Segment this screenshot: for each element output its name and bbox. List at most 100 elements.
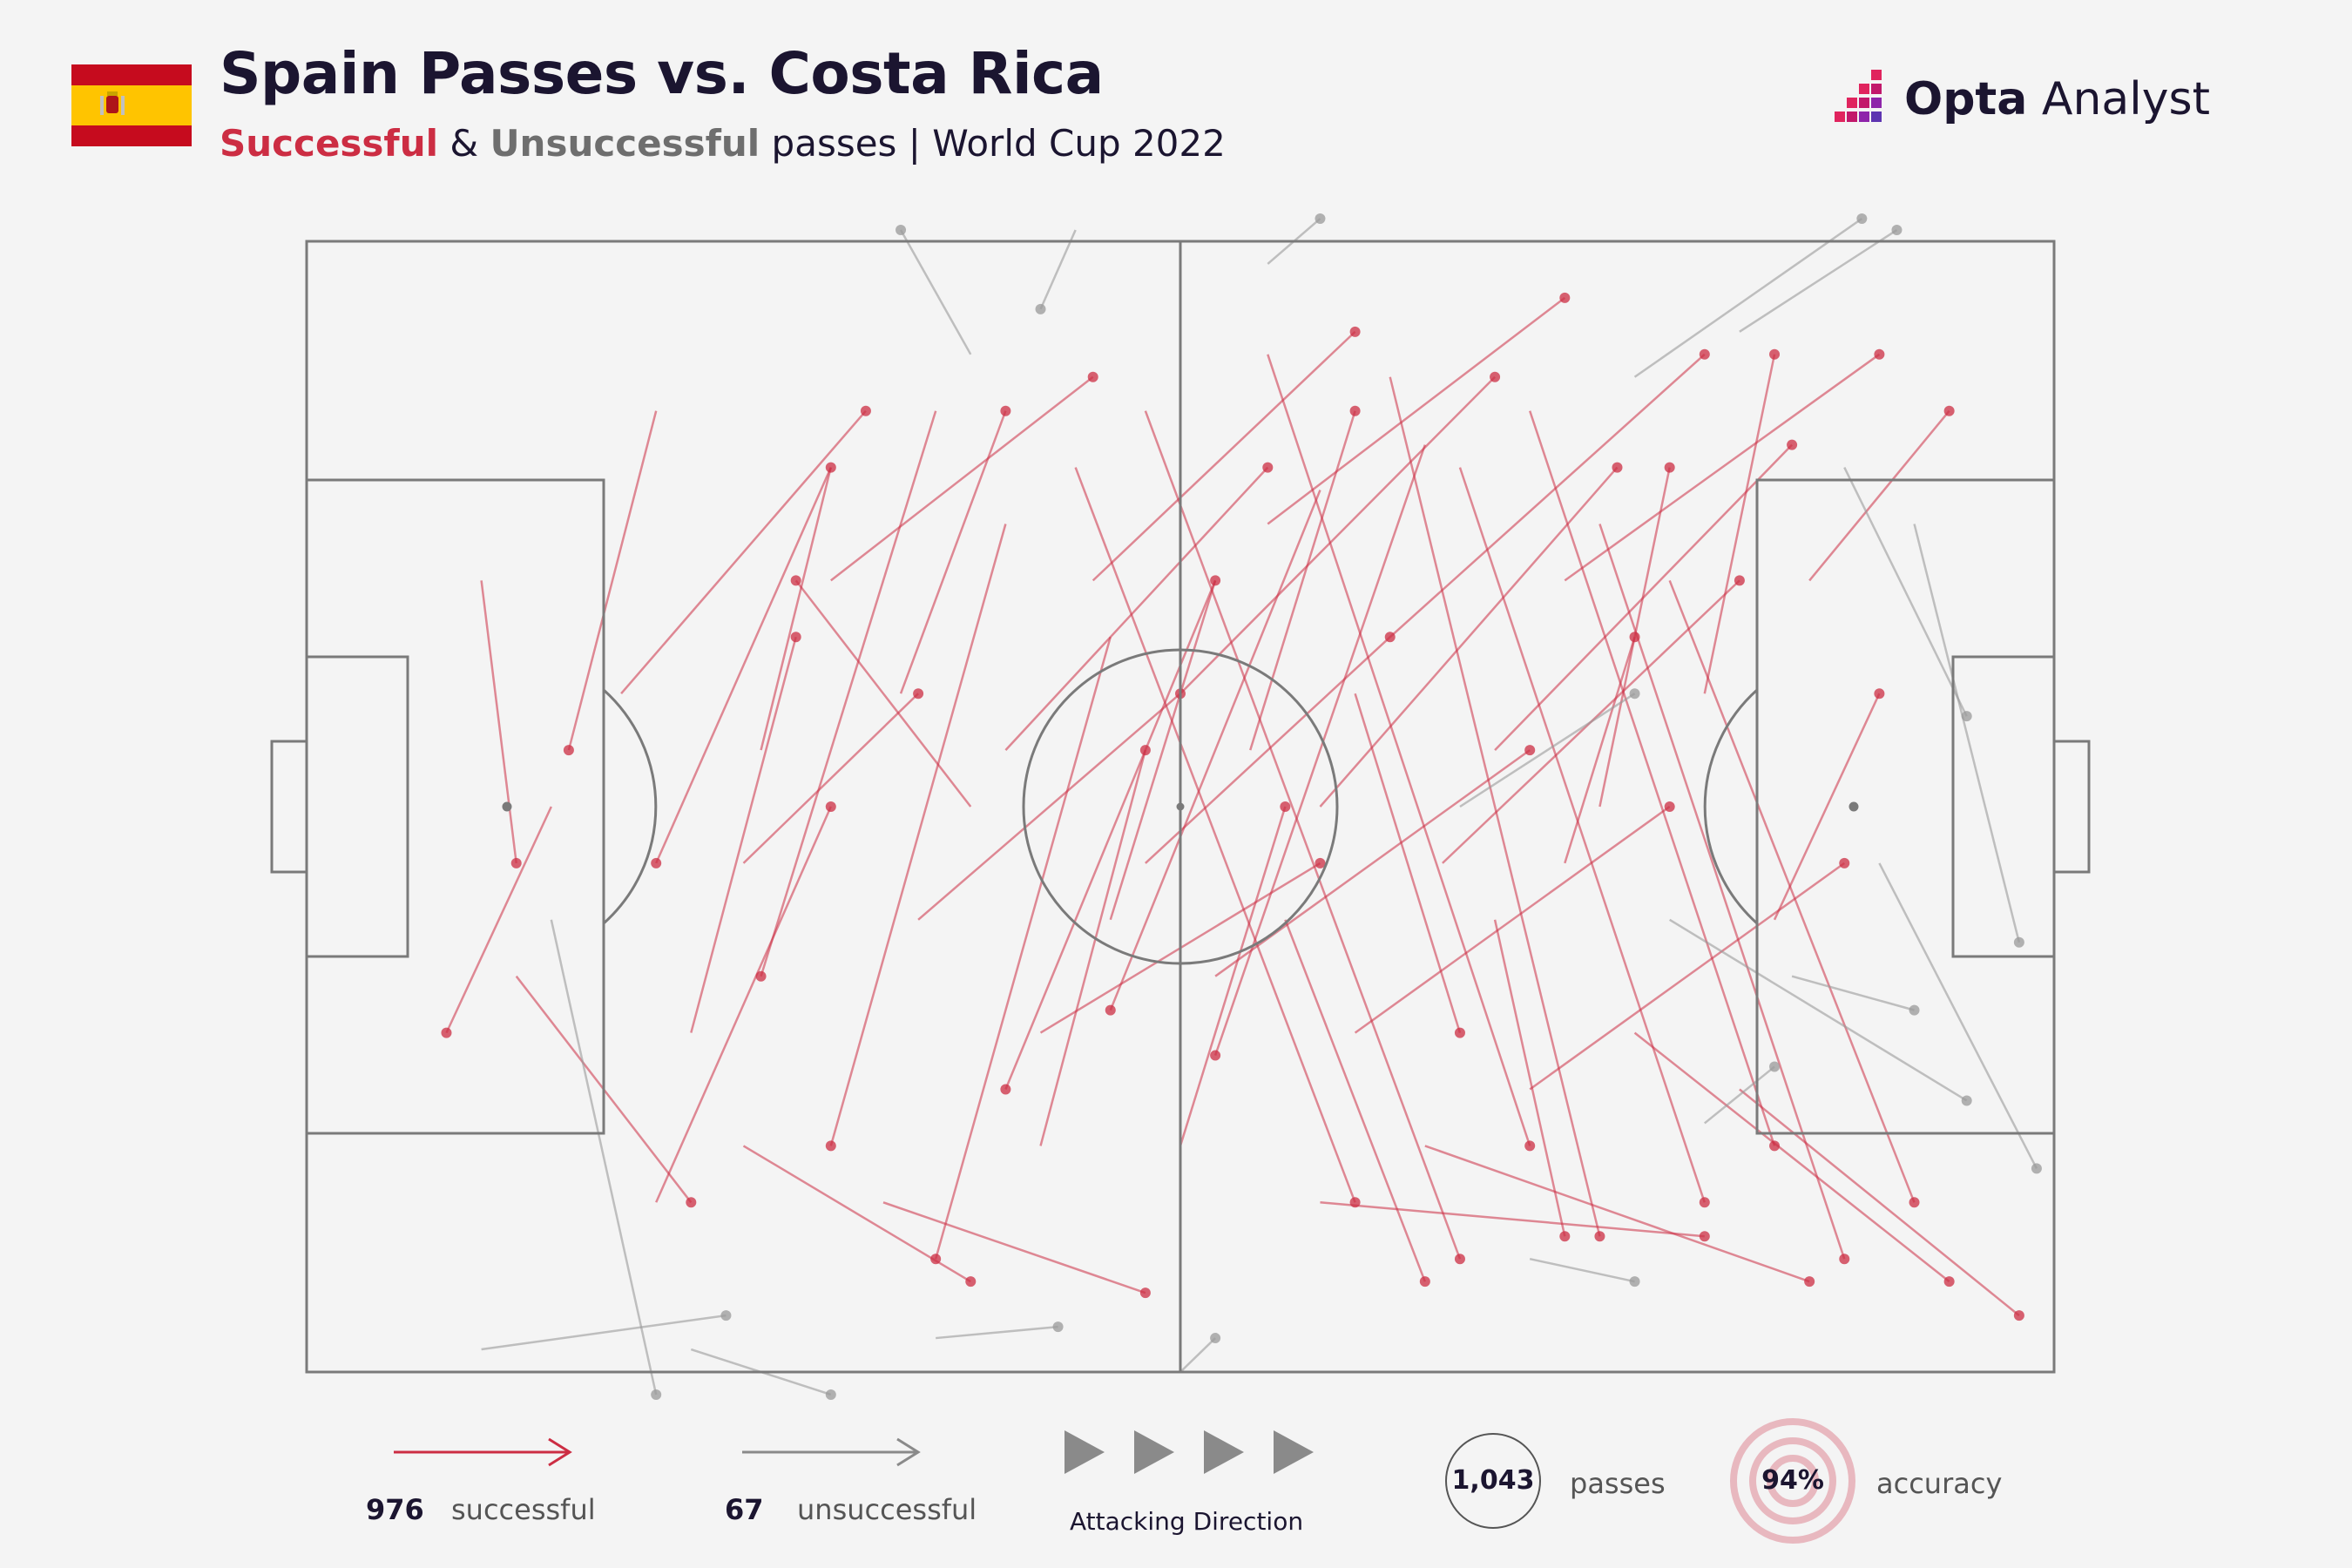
successful-pass-end-point [563, 745, 574, 756]
flag-bottom-stripe [71, 125, 192, 146]
successful-pass-0 [655, 801, 836, 1203]
unsuccessful-pass-end-point [651, 1389, 662, 1400]
successful-pass-27 [1668, 579, 1920, 1208]
successful-pass-53 [1109, 575, 1221, 921]
successful-pass-19 [1564, 348, 1885, 582]
successful-pass-15 [1389, 348, 1710, 639]
successful-pass-line [1074, 467, 1356, 1203]
page-subtitle: Successful & Unsuccessful passes | World… [220, 122, 1226, 165]
unsuccessful-pass-line [1913, 524, 2021, 943]
successful-pass-line [690, 636, 797, 1033]
successful-pass-end-point [1943, 1276, 1955, 1288]
unsuccessful-pass-line [1529, 1257, 1635, 1283]
successful-pass-end-point [1909, 1197, 1920, 1208]
successful-pass-line [1109, 490, 1321, 1011]
opta-logo-icon [1835, 70, 1882, 122]
successful-pass-end-point [1524, 745, 1536, 756]
successful-pass-line [655, 806, 832, 1203]
successful-pass-end-point [1629, 632, 1640, 643]
unsuccessful-pass-7 [1878, 862, 2042, 1174]
successful-pass-end-point [1699, 1197, 1710, 1208]
successful-pass-52 [1320, 1201, 1710, 1242]
unsuccessful-pass-end-point [1210, 1333, 1221, 1344]
unsuccessful-pass-3 [1633, 213, 1868, 378]
right-penalty-area [1755, 478, 2056, 1135]
successful-pass-line [917, 693, 1181, 921]
successful-pass-line [1668, 579, 1916, 1203]
successful-pass-line [829, 524, 1007, 1146]
successful-pass-end-point [1734, 575, 1745, 586]
successful-pass-line [1703, 354, 1776, 694]
successful-pass-49 [1633, 1031, 1955, 1288]
successful-pass-48 [1808, 405, 1955, 582]
successful-pass-line [1179, 806, 1287, 1146]
successful-pass-end-point [1769, 1140, 1781, 1152]
successful-label: successful [451, 1493, 596, 1526]
successful-pass-2 [742, 688, 924, 864]
attacking-direction-label: Attacking Direction [1070, 1507, 1304, 1536]
successful-pass-end-point [1139, 1288, 1151, 1299]
centre-circle [1022, 648, 1339, 965]
unsuccessful-pass-line [1633, 218, 1863, 378]
successful-pass-line [480, 580, 517, 864]
successful-pass-line [899, 410, 1007, 694]
unsuccessful-pass-end-point [1052, 1321, 1064, 1333]
successful-pass-59 [1564, 632, 1640, 864]
successful-pass-line [1808, 409, 1950, 582]
successful-pass-37 [742, 1145, 977, 1288]
successful-pass-54 [1039, 745, 1151, 1146]
unsuccessful-pass-line [1039, 229, 1077, 310]
unsuccessful-pass-line [899, 229, 972, 355]
unsuccessful-pass-line [1739, 228, 1898, 333]
successful-pass-line [1424, 1145, 1810, 1283]
unsuccessful-pass-16 [481, 1310, 732, 1351]
successful-pass-10 [1179, 371, 1501, 695]
successful-pass-end-point [686, 1197, 697, 1208]
successful-pass-33 [825, 524, 1007, 1152]
successful-pass-end-point [1612, 462, 1623, 473]
successful-pass-end-point [1664, 462, 1675, 473]
total-passes-value: 1,043 [1451, 1465, 1535, 1496]
unsuccessful-pass-end-point [1629, 1276, 1640, 1288]
successful-pass-7 [1039, 857, 1326, 1034]
legend-unsuccessful-arrow [742, 1437, 921, 1467]
successful-pass-end-point [2013, 1310, 2024, 1321]
successful-pass-line [1389, 353, 1706, 639]
centre-spot [1176, 802, 1185, 811]
unsuccessful-pass-line [1669, 918, 1968, 1102]
flag-coat-of-arms-icon [100, 91, 125, 115]
subtitle-successful: Successful [220, 122, 438, 165]
successful-pass-end-point [825, 801, 836, 812]
left-goal [270, 740, 308, 874]
successful-pass-21 [1144, 410, 1465, 1265]
successful-pass-end-point [1490, 371, 1501, 382]
successful-pass-end-point [1839, 857, 1850, 868]
right-goal [2052, 740, 2091, 874]
successful-pass-41 [790, 575, 972, 808]
successful-pass-line [1773, 693, 1881, 921]
successful-pass-line [1354, 693, 1462, 1033]
unsuccessful-pass-13 [936, 1321, 1064, 1340]
successful-pass-line [655, 467, 832, 864]
successful-pass-line [1598, 524, 1846, 1260]
successful-pass-line [1319, 466, 1619, 808]
successful-pass-29 [1105, 490, 1321, 1016]
successful-pass-line [620, 409, 867, 695]
successful-pass-line [1039, 749, 1147, 1146]
left-penalty-arc [602, 688, 658, 925]
direction-arrow-icon [1274, 1430, 1314, 1474]
unsuccessful-pass-1 [896, 225, 972, 355]
successful-pass-end-point [1454, 1254, 1465, 1265]
flag-top-stripe [71, 64, 192, 85]
total-passes-label: passes [1570, 1467, 1666, 1500]
successful-pass-43 [1354, 693, 1465, 1038]
successful-pass-line [1564, 636, 1636, 864]
successful-pass-47 [1773, 688, 1885, 921]
successful-pass-end-point [1787, 439, 1798, 450]
successful-pass-line [1214, 749, 1531, 977]
successful-pass-line [1109, 580, 1217, 921]
unsuccessful-pass-end-point [1629, 688, 1640, 700]
unsuccessful-pass-line [1459, 693, 1636, 808]
unsuccessful-pass-end-point [2013, 936, 2024, 948]
successful-pass-end-point [860, 405, 871, 416]
